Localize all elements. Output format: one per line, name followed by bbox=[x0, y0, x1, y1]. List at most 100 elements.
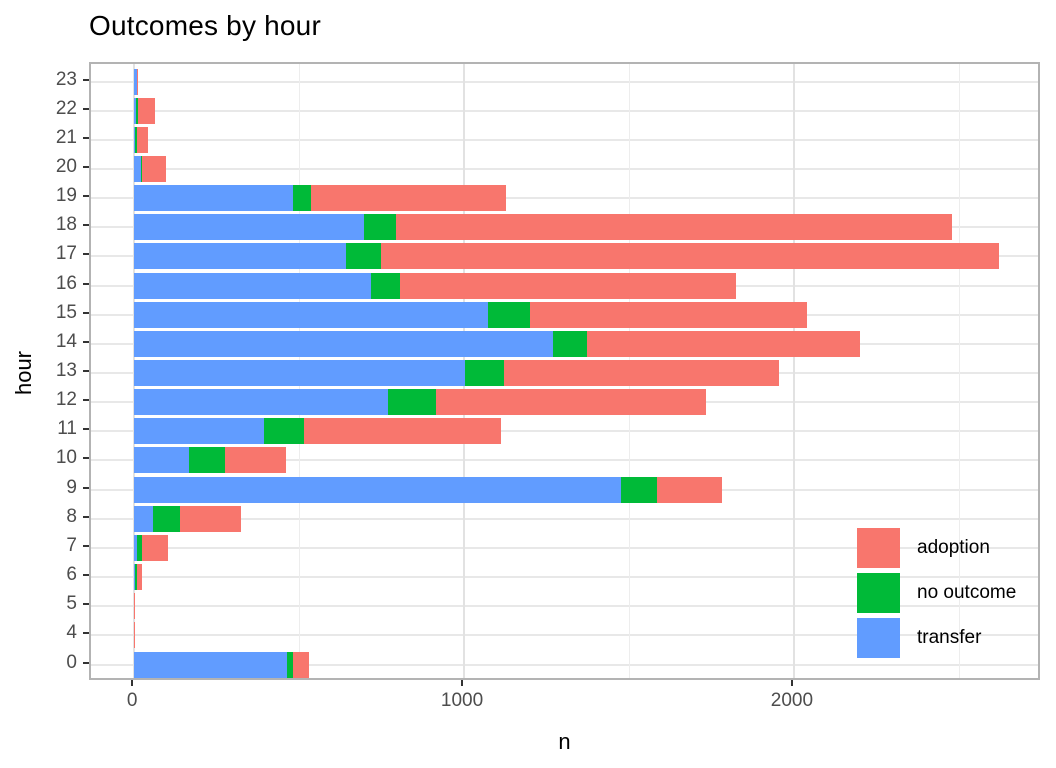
bar-segment-no-outcome bbox=[140, 155, 142, 182]
bar-hour-0 bbox=[91, 651, 1038, 678]
y-tick-label-21: 21 bbox=[55, 126, 77, 148]
legend-entry-transfer: transfer bbox=[857, 618, 1016, 658]
bar-segment-transfer bbox=[134, 272, 371, 299]
bar-segment-no-outcome bbox=[621, 476, 657, 503]
bar-segment-no-outcome bbox=[488, 301, 531, 328]
bar-hour-4 bbox=[91, 622, 1038, 649]
bar-hour-9 bbox=[91, 476, 1038, 503]
bar-segment-transfer bbox=[134, 330, 554, 357]
y-tick-label-7: 7 bbox=[66, 534, 77, 556]
bar-hour-19 bbox=[91, 185, 1038, 212]
bar-segment-adoption bbox=[136, 126, 149, 153]
y-tick bbox=[83, 603, 89, 606]
bar-segment-adoption bbox=[311, 185, 507, 212]
bar-segment-transfer bbox=[134, 447, 189, 474]
legend-label: adoption bbox=[917, 537, 990, 558]
bar-segment-transfer bbox=[134, 126, 136, 153]
x-tick-label-1000: 1000 bbox=[440, 690, 484, 711]
x-axis-title: n bbox=[558, 729, 571, 754]
gridline-v-major bbox=[792, 64, 795, 678]
bar-hour-11 bbox=[91, 418, 1038, 445]
x-tick bbox=[131, 680, 134, 686]
y-tick-label-18: 18 bbox=[55, 214, 77, 236]
y-tick bbox=[83, 574, 89, 577]
gridline-h bbox=[91, 80, 1038, 83]
bar-segment-no-outcome bbox=[263, 418, 305, 445]
y-tick bbox=[83, 515, 89, 518]
bar-segment-adoption bbox=[435, 389, 706, 416]
bar-hour-13 bbox=[91, 360, 1038, 386]
bar-segment-adoption bbox=[141, 155, 167, 182]
y-tick-label-15: 15 bbox=[55, 301, 77, 323]
y-tick bbox=[83, 544, 89, 547]
gridline-h bbox=[91, 605, 1038, 608]
y-tick bbox=[83, 78, 89, 81]
gridline-v-minor bbox=[958, 64, 960, 678]
y-tick-label-10: 10 bbox=[55, 447, 77, 469]
bar-segment-adoption bbox=[304, 418, 501, 445]
bar-segment-adoption bbox=[399, 272, 736, 299]
y-tick-label-19: 19 bbox=[55, 185, 77, 207]
y-tick-label-4: 4 bbox=[66, 622, 77, 644]
bar-segment-transfer bbox=[134, 185, 293, 212]
y-tick-label-12: 12 bbox=[55, 389, 77, 411]
bar-segment-adoption bbox=[134, 593, 136, 620]
bar-segment-transfer bbox=[134, 243, 346, 270]
legend-key-transfer-swatch bbox=[857, 618, 900, 658]
bar-hour-16 bbox=[91, 272, 1038, 299]
bar-segment-adoption bbox=[136, 68, 139, 95]
y-tick-label-13: 13 bbox=[55, 360, 77, 381]
y-tick bbox=[83, 136, 89, 139]
bar-hour-6 bbox=[91, 564, 1038, 591]
bar-segment-no-outcome bbox=[292, 185, 312, 212]
y-tick bbox=[83, 399, 89, 402]
y-tick-label-11: 11 bbox=[57, 418, 77, 440]
y-tick-label-20: 20 bbox=[55, 155, 77, 177]
gridline-h bbox=[91, 576, 1038, 579]
bar-segment-no-outcome bbox=[286, 651, 293, 678]
y-tick bbox=[83, 107, 89, 110]
y-tick bbox=[83, 486, 89, 489]
bar-segment-adoption bbox=[586, 330, 860, 357]
bar-segment-adoption bbox=[292, 651, 310, 678]
y-tick bbox=[83, 457, 89, 460]
bar-segment-transfer bbox=[134, 534, 137, 561]
y-tick-label-22: 22 bbox=[55, 97, 77, 119]
y-tick bbox=[83, 253, 89, 256]
legend-key-no-outcome-swatch bbox=[857, 573, 900, 613]
y-tick bbox=[83, 282, 89, 285]
bar-segment-transfer bbox=[134, 418, 264, 445]
x-tick bbox=[790, 680, 793, 686]
legend-label: no outcome bbox=[917, 582, 1017, 603]
gridline-h bbox=[91, 197, 1038, 200]
bar-segment-transfer bbox=[134, 476, 622, 503]
bar-segment-no-outcome bbox=[134, 126, 137, 153]
x-tick-label-0: 0 bbox=[126, 690, 138, 711]
y-tick-label-9: 9 bbox=[66, 476, 77, 498]
bar-segment-adoption bbox=[381, 243, 999, 270]
bar-segment-adoption bbox=[141, 534, 169, 561]
gridline-h bbox=[91, 109, 1038, 112]
bar-hour-14 bbox=[91, 330, 1038, 357]
bar-segment-adoption bbox=[504, 360, 780, 386]
bar-hour-18 bbox=[91, 214, 1038, 241]
gridline-h bbox=[91, 546, 1038, 549]
gridline-h bbox=[91, 167, 1038, 170]
legend-key-adoption-swatch bbox=[857, 528, 900, 568]
bar-segment-transfer bbox=[134, 68, 137, 95]
y-tick bbox=[83, 340, 89, 343]
bar-hour-22 bbox=[91, 97, 1038, 124]
bar-hour-17 bbox=[91, 243, 1038, 270]
bar-segment-no-outcome bbox=[134, 564, 137, 591]
x-tick bbox=[461, 680, 464, 686]
bar-segment-no-outcome bbox=[388, 389, 436, 416]
bar-segment-transfer bbox=[134, 214, 365, 241]
bar-hour-20 bbox=[91, 155, 1038, 182]
legend-entry-adoption: adoption bbox=[857, 528, 1016, 568]
y-tick bbox=[83, 661, 89, 664]
y-tick bbox=[83, 370, 89, 372]
bar-segment-no-outcome bbox=[188, 447, 226, 474]
y-tick-label-8: 8 bbox=[66, 505, 77, 527]
y-tick-label-0: 0 bbox=[66, 651, 77, 673]
bar-segment-no-outcome bbox=[136, 534, 142, 561]
